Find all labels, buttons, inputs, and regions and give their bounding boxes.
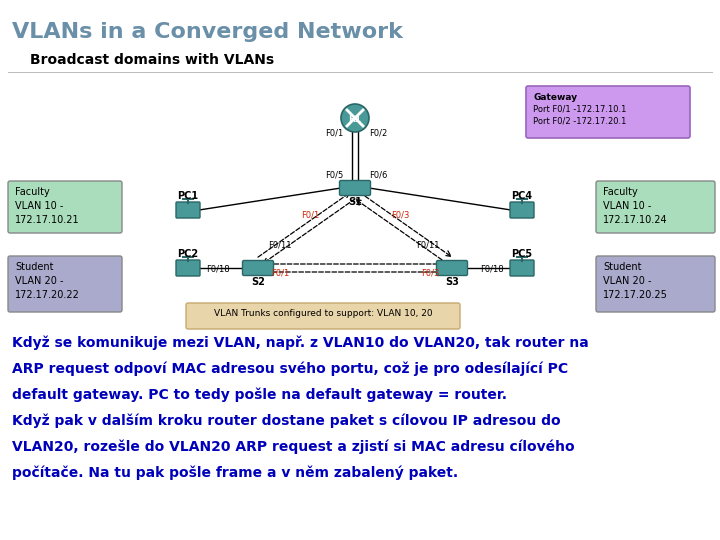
Text: S2: S2: [251, 277, 265, 287]
FancyBboxPatch shape: [596, 256, 715, 312]
Text: R1: R1: [348, 114, 361, 124]
Text: PC4: PC4: [511, 191, 533, 201]
Text: Faculty
VLAN 10 -
172.17.10.21: Faculty VLAN 10 - 172.17.10.21: [15, 187, 80, 225]
Text: Student
VLAN 20 -
172.17.20.25: Student VLAN 20 - 172.17.20.25: [603, 262, 668, 300]
Text: S1: S1: [348, 197, 362, 207]
Text: Student
VLAN 20 -
172.17.20.22: Student VLAN 20 - 172.17.20.22: [15, 262, 80, 300]
FancyBboxPatch shape: [596, 181, 715, 233]
FancyBboxPatch shape: [243, 260, 274, 275]
Text: VLAN20, rozešle do VLAN20 ARP request a zjistí si MAC adresu cílového: VLAN20, rozešle do VLAN20 ARP request a …: [12, 439, 575, 454]
Text: Faculty
VLAN 10 -
172.17.10.24: Faculty VLAN 10 - 172.17.10.24: [603, 187, 667, 225]
FancyBboxPatch shape: [176, 260, 200, 276]
FancyBboxPatch shape: [510, 202, 534, 218]
Text: S3: S3: [445, 277, 459, 287]
Text: default gateway. PC to tedy pošle na default gateway = router.: default gateway. PC to tedy pošle na def…: [12, 387, 507, 402]
Text: PC2: PC2: [177, 249, 199, 259]
FancyBboxPatch shape: [526, 86, 690, 138]
Text: Když pak v dalším kroku router dostane paket s cílovou IP adresou do: Když pak v dalším kroku router dostane p…: [12, 413, 561, 428]
Text: F0/2: F0/2: [369, 129, 387, 138]
Text: Port F0/2 -172.17.20.1: Port F0/2 -172.17.20.1: [533, 116, 626, 125]
Text: Port F0/1 -172.17.10.1: Port F0/1 -172.17.10.1: [533, 105, 626, 114]
Text: VLANs in a Converged Network: VLANs in a Converged Network: [12, 22, 403, 42]
Text: F0/1: F0/1: [301, 211, 319, 220]
Text: VLAN Trunks configured to support: VLAN 10, 20: VLAN Trunks configured to support: VLAN …: [214, 309, 432, 318]
FancyBboxPatch shape: [8, 256, 122, 312]
Text: ARP request odpoví MAC adresou svého portu, což je pro odesílající PC: ARP request odpoví MAC adresou svého por…: [12, 361, 568, 375]
Text: počítače. Na tu pak pošle frame a v něm zabalený paket.: počítače. Na tu pak pošle frame a v něm …: [12, 465, 458, 480]
FancyBboxPatch shape: [510, 260, 534, 276]
Text: F0/11: F0/11: [416, 241, 440, 250]
Text: Když se komunikuje mezi VLAN, např. z VLAN10 do VLAN20, tak router na: Když se komunikuje mezi VLAN, např. z VL…: [12, 335, 589, 349]
Text: F0/1: F0/1: [271, 269, 289, 278]
Text: PC5: PC5: [511, 249, 533, 259]
Text: Gateway: Gateway: [533, 93, 577, 102]
Text: F0/6: F0/6: [369, 171, 387, 180]
Text: Broadcast domains with VLANs: Broadcast domains with VLANs: [30, 53, 274, 67]
Circle shape: [341, 104, 369, 132]
Text: F0/5: F0/5: [325, 171, 343, 180]
Text: F0/11: F0/11: [269, 241, 292, 250]
Text: F0/18: F0/18: [206, 265, 230, 274]
Text: PC1: PC1: [177, 191, 199, 201]
FancyBboxPatch shape: [8, 181, 122, 233]
Text: F0/3: F0/3: [420, 269, 439, 278]
Text: F0/3: F0/3: [391, 211, 409, 220]
FancyBboxPatch shape: [436, 260, 467, 275]
FancyBboxPatch shape: [340, 180, 371, 195]
Text: F0/18: F0/18: [480, 265, 504, 274]
FancyBboxPatch shape: [176, 202, 200, 218]
Text: F0/1: F0/1: [325, 129, 343, 138]
FancyBboxPatch shape: [186, 303, 460, 329]
